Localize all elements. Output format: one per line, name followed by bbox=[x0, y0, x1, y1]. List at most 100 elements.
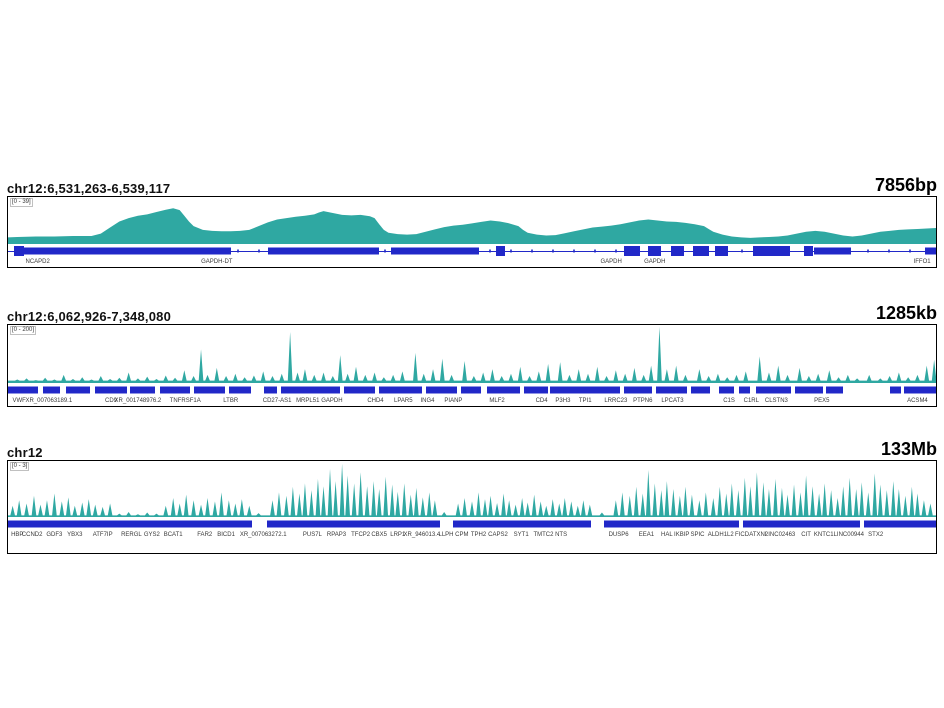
gene-name-label: TPH2 bbox=[470, 532, 487, 538]
gene-exon-block bbox=[742, 520, 860, 527]
gene-name-label: RPAP3 bbox=[326, 532, 347, 538]
gene-name-label: TMTC2 bbox=[533, 532, 554, 538]
gene-name-label: ING4 bbox=[420, 398, 435, 404]
gene-name-label: C1S bbox=[723, 398, 735, 404]
track-box: [0 - 200] VWF XR_007063189.1 CD9 XR_0017489… bbox=[7, 324, 937, 407]
gene-name-label: GAPDH bbox=[600, 259, 622, 265]
gene-name-label: C1RL bbox=[743, 398, 759, 404]
coverage-svg bbox=[8, 463, 936, 517]
gene-name-label: ATXN2 bbox=[749, 532, 769, 538]
gene-name-label: CHD4 bbox=[367, 398, 384, 404]
coverage-plot: [0 - 200] bbox=[8, 325, 936, 383]
gene-exon-block bbox=[343, 386, 376, 393]
gene-name-label: ALDH1L2 bbox=[707, 532, 734, 538]
gene-name-label: ACSM4 bbox=[907, 398, 928, 404]
gene-exon-block bbox=[266, 520, 440, 527]
gene-exon-block bbox=[755, 386, 792, 393]
gene-exon-block bbox=[670, 245, 685, 256]
gene-name-label: XR_946013.4 bbox=[403, 532, 441, 538]
gene-exon-block bbox=[13, 245, 24, 256]
gene-name-label: PUS7L bbox=[302, 532, 322, 538]
gene-name-label: IFFO1 bbox=[913, 259, 931, 265]
gene-name-label: LRRC23 bbox=[604, 398, 628, 404]
gene-name-label: LTBR bbox=[223, 398, 239, 404]
gene-exon-block bbox=[267, 247, 380, 254]
gene-name-label: CIT bbox=[801, 532, 811, 538]
gene-exon-block bbox=[452, 520, 591, 527]
gene-name-label: KNTC1 bbox=[813, 532, 834, 538]
gene-exon-block bbox=[624, 386, 653, 393]
gene-exon-block bbox=[95, 386, 127, 393]
gene-exon-block bbox=[863, 520, 936, 527]
gene-exon-block bbox=[648, 245, 662, 256]
gene-name-label: RERGL bbox=[121, 532, 142, 538]
track-header: chr12 133Mb bbox=[7, 437, 937, 460]
gene-name-label: HBP bbox=[11, 532, 24, 538]
gene-name-label: CAPS2 bbox=[488, 532, 508, 538]
track-span-size-label: 133Mb bbox=[880, 439, 937, 459]
gene-name-label: FICD bbox=[735, 532, 750, 538]
gene-name-label: GAPDH bbox=[644, 259, 666, 265]
gene-name-label: GYS2 bbox=[143, 532, 160, 538]
gene-name-label: LPCAT3 bbox=[661, 398, 684, 404]
gene-name-label: CD4 bbox=[535, 398, 548, 404]
gene-name-label: DUSP6 bbox=[608, 532, 629, 538]
gene-exon-block bbox=[496, 245, 506, 256]
gene-exon-block bbox=[924, 247, 936, 254]
gene-exon-block bbox=[523, 386, 549, 393]
coverage-scale-label: [0 - 39] bbox=[10, 198, 33, 207]
gene-name-label: STX2 bbox=[868, 532, 884, 538]
gene-name-label: CCND2 bbox=[21, 532, 43, 538]
gene-name-label: BCAT1 bbox=[163, 532, 183, 538]
gene-name-label: HAL bbox=[661, 532, 673, 538]
gene-name-label: LLPH bbox=[438, 532, 454, 538]
gene-name-label: P3H3 bbox=[555, 398, 571, 404]
gene-exon-block bbox=[813, 247, 851, 254]
gene-track bbox=[8, 517, 936, 530]
gene-name-label: PIANP bbox=[444, 398, 463, 404]
gene-exon-block bbox=[739, 386, 751, 393]
track-region-title: chr12:6,062,926-7,348,080 bbox=[7, 309, 172, 324]
gene-name-label: LPAR5 bbox=[394, 398, 413, 404]
gene-exon-block bbox=[826, 386, 844, 393]
track-region-title: chr12 bbox=[7, 445, 43, 460]
gene-exon-block bbox=[794, 386, 823, 393]
track-section: chr12:6,062,926-7,348,080 1285kb [0 - 20… bbox=[7, 300, 937, 407]
gene-exon-block bbox=[280, 386, 341, 393]
gene-exon-block bbox=[889, 386, 901, 393]
gene-exon-block bbox=[228, 386, 252, 393]
gene-name-label: CD9 bbox=[104, 398, 118, 404]
gene-exon-block bbox=[655, 386, 688, 393]
gene-name-label: GAPDH bbox=[321, 398, 343, 404]
gene-track bbox=[8, 383, 936, 396]
gene-name-label: BICD1 bbox=[217, 532, 235, 538]
gene-exon-block bbox=[65, 386, 90, 393]
gene-name-label: VWF bbox=[12, 398, 26, 404]
gene-name-label: EEA1 bbox=[638, 532, 655, 538]
gene-name-label: LINC02463 bbox=[764, 532, 796, 538]
gene-name-label: XR_007063189.1 bbox=[25, 398, 73, 404]
gene-name-label: PTPN6 bbox=[633, 398, 653, 404]
track-section: chr12 133Mb [0 - 3] HBP CCND2 GDF3 YBX3 ATF7… bbox=[7, 437, 937, 554]
gene-name-label: GDF3 bbox=[46, 532, 63, 538]
gene-exon-block bbox=[904, 386, 936, 393]
track-header: chr12:6,531,263-6,539,117 7856bp bbox=[7, 168, 937, 196]
gene-name-label: TPI1 bbox=[578, 398, 592, 404]
gene-exon-block bbox=[130, 386, 155, 393]
track-box: [0 - 3] HBP CCND2 GDF3 YBX3 ATF7IP RERGL GYS2 B… bbox=[7, 460, 937, 554]
coverage-area bbox=[8, 208, 936, 244]
track-header: chr12:6,062,926-7,348,080 1285kb bbox=[7, 300, 937, 324]
gene-name-label: XR_007063272.1 bbox=[239, 532, 287, 538]
gene-exon-block bbox=[8, 386, 38, 393]
gene-name-label: YBX3 bbox=[67, 532, 83, 538]
gene-name-label: PEX5 bbox=[814, 398, 830, 404]
coverage-svg bbox=[8, 208, 936, 244]
gene-name-label: TFCP2 bbox=[351, 532, 371, 538]
coverage-plot: [0 - 3] bbox=[8, 461, 936, 517]
gene-label-row: HBP CCND2 GDF3 YBX3 ATF7IP RERGL GYS2 BCAT1 FAR2… bbox=[8, 530, 936, 540]
gene-name-label: LRP1 bbox=[390, 532, 406, 538]
track-section: chr12:6,531,263-6,539,117 7856bp [0 - 39… bbox=[7, 168, 937, 268]
gene-name-label: NCAPD2 bbox=[25, 259, 50, 265]
gene-exon-block bbox=[425, 386, 458, 393]
